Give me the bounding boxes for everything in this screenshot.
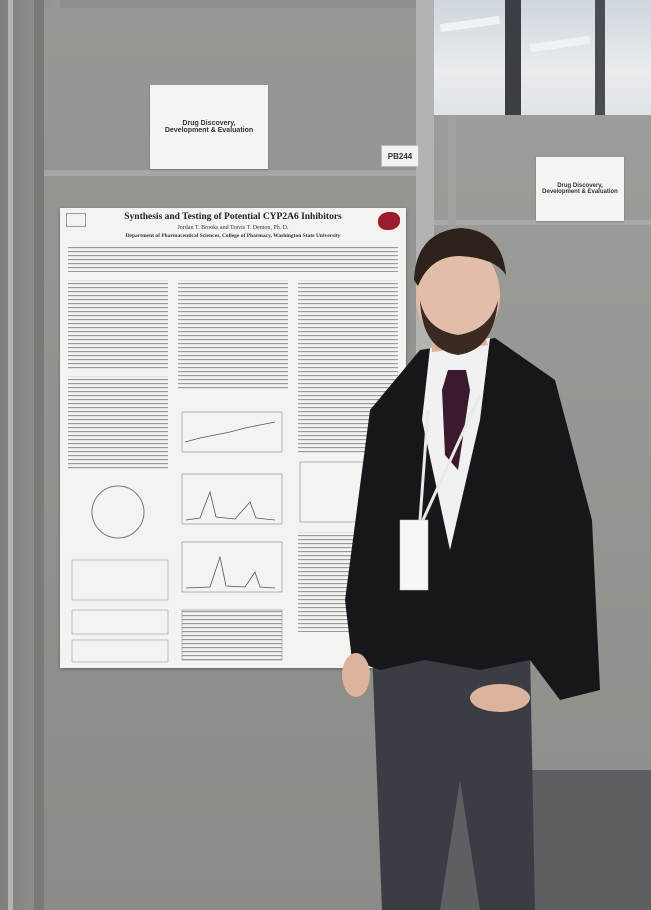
wsu-cougar-logo [378,212,400,230]
side-board-rail [434,220,651,225]
presenter-face [416,243,500,347]
presenter-beard [420,300,498,355]
presenter-jacket [345,338,600,700]
poster-title: Synthesis and Testing of Potential CYP2A… [124,212,342,222]
poster-body-graphic [68,246,398,663]
presenter-lanyard [418,394,482,521]
research-poster: Synthesis and Testing of Potential CYP2A… [60,208,406,668]
category-sign: Drug Discovery, Development & Evaluation [150,85,268,169]
presenter-hair [414,228,506,286]
window-mullion-2 [595,0,605,120]
presenter-right-hand [470,684,530,712]
presenter-trousers [372,650,535,910]
window [428,0,651,120]
left-wall-frame [8,0,13,910]
poster-board-top-rail [40,170,432,176]
presenter [342,228,600,910]
category-sign-line1: Drug Discovery, [182,120,236,127]
side-category-sign-line1: Drug Discovery, [557,183,603,189]
poster-department: Department of Pharmaceutical Sciences, C… [125,233,341,239]
side-category-sign: Drug Discovery, Development & Evaluation [536,157,624,221]
poster-authors: Jordan T. Brooks and Travis T. Denton, P… [177,225,289,231]
poster-board-left-post [34,0,44,910]
window-mullion [505,0,521,120]
presenter-tie [442,370,470,470]
side-category-sign-line2: Development & Evaluation [542,189,618,195]
category-sign-line2: Development & Evaluation [164,127,254,134]
wsu-logo-left [66,213,86,227]
poster-code-label: PB244 [381,145,419,167]
name-badge [399,519,429,591]
presenter-left-hand [342,653,370,697]
